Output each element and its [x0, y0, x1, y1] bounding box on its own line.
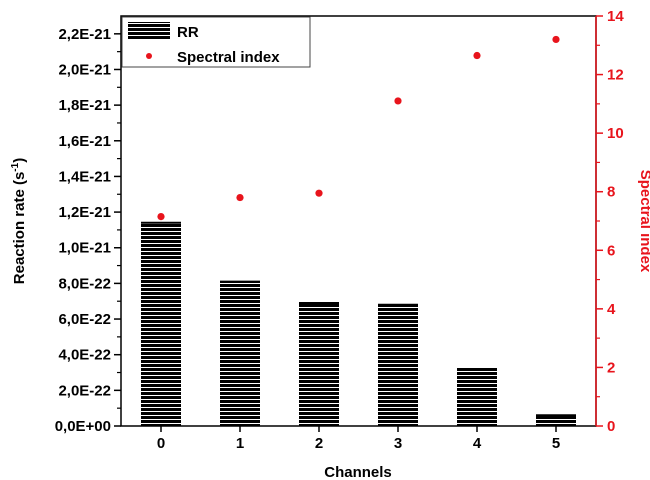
- y-axis-title-superscript: -1: [10, 162, 21, 171]
- y-tick-label: 2,0E-22: [58, 382, 111, 399]
- legend-swatch-rr: [128, 22, 170, 40]
- y2-axis-title: Spectral index: [637, 170, 650, 273]
- y-tick-label: 4,0E-22: [58, 347, 111, 364]
- bar-2: [299, 302, 339, 426]
- x-tick-label: 1: [236, 435, 244, 452]
- bar-fill: [220, 281, 260, 426]
- scatter-series: [157, 35, 560, 221]
- plot-frame: [120, 15, 597, 427]
- bar-series: [141, 221, 576, 426]
- y-tick-label: 1,6E-21: [58, 133, 111, 150]
- point-0: [157, 213, 165, 221]
- y-tick-label: 1,8E-21: [58, 97, 111, 114]
- bar-fill: [378, 304, 418, 426]
- bar-4: [457, 367, 497, 426]
- y2-tick-label: 4: [607, 301, 616, 318]
- y-tick-label: 2,0E-21: [58, 61, 111, 78]
- bar-3: [378, 303, 418, 426]
- x-tick-label: 0: [157, 435, 165, 452]
- y-tick-label: 8,0E-22: [58, 275, 111, 292]
- bar-fill: [299, 303, 339, 426]
- y2-tick-label: 10: [607, 125, 624, 142]
- x-axis: 0 1 2 3 4 5: [157, 426, 560, 452]
- legend-marker-spectral-index: [146, 53, 152, 59]
- x-tick-label: 2: [315, 435, 323, 452]
- bar-fill: [141, 222, 181, 426]
- left-axis: 0,0E+00 2,0E-22 4,0E-22 6,0E-22 8,0E-22 1,0E-…: [55, 26, 121, 435]
- y-tick-label: 1,0E-21: [58, 240, 111, 257]
- x-tick-label: 4: [473, 435, 482, 452]
- legend-label-rr: RR: [177, 24, 199, 41]
- bar-5: [536, 414, 576, 426]
- legend-label-spectral-index: Spectral index: [177, 49, 280, 66]
- y2-tick-label: 14: [607, 8, 624, 25]
- y-axis-title: Reaction rate (s-1): [10, 158, 28, 284]
- point-1: [236, 193, 244, 202]
- point-4: [473, 51, 481, 60]
- y-tick-label: 1,2E-21: [58, 204, 111, 221]
- point-2: [315, 189, 323, 197]
- y-tick-label: 6,0E-22: [58, 311, 111, 328]
- y-tick-label: 0,0E+00: [55, 418, 111, 435]
- y-tick-label: 1,4E-21: [58, 168, 111, 185]
- y2-tick-label: 2: [607, 359, 615, 376]
- bar-fill: [536, 415, 576, 426]
- right-axis: 0 2 4 6 8 10 12 14: [596, 8, 624, 435]
- x-axis-title: Channels: [324, 464, 392, 480]
- point-5: [552, 35, 560, 44]
- y2-tick-label: 8: [607, 184, 615, 201]
- bar-0: [141, 221, 181, 426]
- y-tick-label: 2,2E-21: [58, 26, 111, 43]
- bar-fill: [457, 368, 497, 426]
- y2-tick-label: 12: [607, 67, 624, 84]
- bar-1: [220, 280, 260, 426]
- x-tick-label: 5: [552, 435, 560, 452]
- x-tick-label: 3: [394, 435, 402, 452]
- point-3: [394, 97, 402, 105]
- y2-tick-label: 0: [607, 418, 615, 435]
- y2-tick-label: 6: [607, 242, 615, 259]
- legend: RR Spectral index: [121, 16, 311, 68]
